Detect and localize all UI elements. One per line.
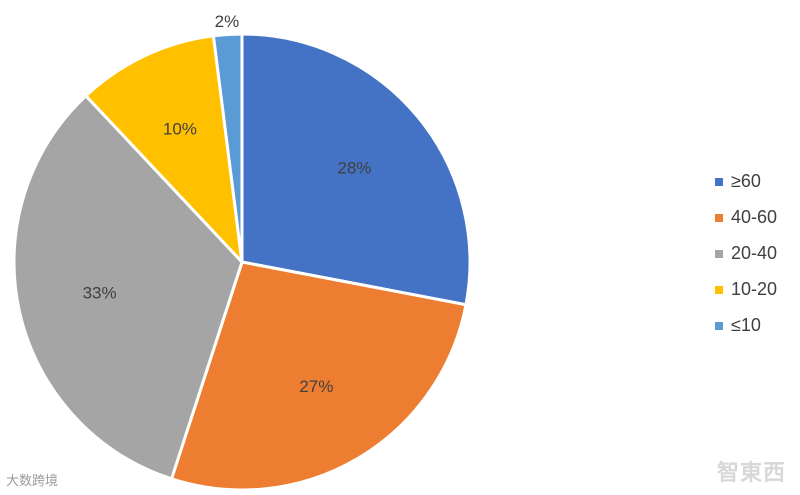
pie-slice-le10 [211, 32, 244, 264]
legend-label-10-20: 10-20 [731, 279, 777, 299]
legend-swatch-10-20 [715, 286, 723, 294]
slice-label-10-20: 10% [163, 119, 197, 138]
slice-label-le10: 2% [215, 12, 240, 31]
pie-slice-ge60 [240, 32, 472, 307]
legend-label-40-60: 40-60 [731, 207, 777, 227]
chart-legend: ≥60 40-60 20-40 10-20 ≤10 [715, 171, 777, 335]
legend-swatch-ge60 [715, 178, 723, 186]
legend-label-le10: ≤10 [731, 315, 761, 335]
watermark-right: 智東西 [717, 455, 786, 487]
pie-slice-20-40 [12, 94, 244, 481]
watermark-left: 大数跨境 [6, 470, 58, 489]
pie-slice-labels: 28% 27% 33% 10% 2% [83, 12, 372, 396]
legend-swatch-40-60 [715, 214, 723, 222]
watermark-right-text: 智東西 [716, 461, 786, 486]
slice-label-20-40: 33% [83, 283, 117, 302]
slice-label-40-60: 27% [299, 377, 333, 396]
legend-label-20-40: 20-40 [731, 243, 777, 263]
legend-swatch-le10 [715, 322, 723, 330]
legend-label-ge60: ≥60 [731, 171, 761, 191]
slice-label-ge60: 28% [337, 158, 371, 177]
pie-slice-10-20 [84, 34, 244, 264]
pie-slices [12, 32, 472, 492]
pie-slice-40-60 [170, 260, 468, 492]
legend-swatch-20-40 [715, 250, 723, 258]
watermark-left-text: 大数跨境 [6, 474, 59, 489]
